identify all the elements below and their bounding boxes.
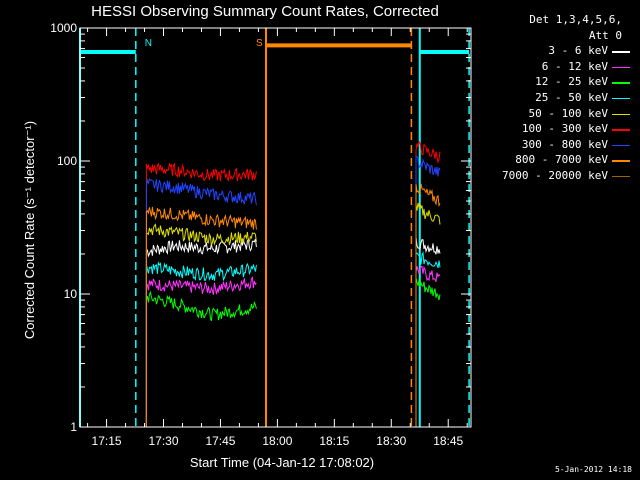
legend-swatch [612,51,630,53]
y-tick-label: 1000 [50,21,77,35]
y-tick-label: 10 [64,287,78,301]
series-trace [145,290,257,427]
series-trace [415,183,441,427]
x-tick-label: 17:45 [205,434,235,448]
series-trace [145,260,257,427]
legend-label: 25 - 50 keV [535,90,608,104]
series-trace [145,223,257,427]
chart-title: HESSI Observing Summary Count Rates, Cor… [91,3,439,20]
x-tick-label: 18:00 [262,434,292,448]
series-trace [415,140,441,427]
legend-swatch [612,129,630,131]
legend-swatch [612,175,630,178]
timestamp: 5-Jan-2012 14:18 [554,465,632,474]
legend-entry: 800 - 7000 keV [488,152,634,168]
x-tick-label: 18:15 [319,434,349,448]
x-tick-label: 18:45 [433,434,463,448]
series-trace [415,251,441,427]
series-trace [145,275,257,427]
legend-swatch [612,82,630,84]
series-trace [145,206,257,427]
legend-entry: 3 - 6 keV [488,43,634,59]
axes: 17:15 17:30 17:45 18:00 18:15 18:30 18:45 1 10 10… [50,21,471,448]
series-trace [415,236,441,427]
legend-entry: 12 - 25 keV [488,74,634,90]
x-tick-label: 17:30 [148,434,178,448]
series-trace [415,265,441,427]
legend-swatch [612,97,630,100]
legend-swatch [612,66,630,69]
y-tick-label: 1 [70,420,77,434]
legend: Det 1,3,4,5,6, Att 0 3 - 6 keV 6 - 12 keV… [488,12,634,184]
legend-label: 800 - 7000 keV [515,153,608,167]
legend-label: 300 - 800 keV [521,137,608,151]
plot-frame [79,27,472,428]
legend-label: 7000 - 20000 keV [502,168,608,182]
legend-label: 100 - 300 keV [521,122,608,136]
y-axis-label: Corrected Count Rate (s⁻¹ detector⁻¹) [22,121,37,339]
x-axis-label: Start Time (04-Jan-12 17:08:02) [190,455,374,470]
series-trace [415,277,441,427]
legend-label: 12 - 25 keV [535,75,608,89]
flag-label: N [145,38,152,49]
legend-entry: 50 - 100 keV [488,106,634,122]
legend-entry: 7000 - 20000 keV [488,168,634,184]
legend-header-2: Att 0 [588,28,622,42]
series-trace [145,162,257,427]
legend-label: 3 - 6 keV [548,44,608,58]
series-trace [415,202,441,427]
series-trace [145,178,257,427]
legend-entry: 300 - 800 keV [488,137,634,153]
legend-entry: 6 - 12 keV [488,59,634,75]
legend-entry: 100 - 300 keV [488,121,634,137]
x-tick-label: 18:30 [376,434,406,448]
series-trace [415,156,441,427]
legend-label: 50 - 100 keV [528,106,608,120]
series-trace [145,238,257,427]
legend-entry: 25 - 50 keV [488,90,634,106]
y-tick-label: 100 [57,154,77,168]
flag-label: S [256,38,263,49]
x-tick-label: 17:15 [92,434,122,448]
legend-swatch [612,160,630,162]
legend-header-1: Det 1,3,4,5,6, [529,13,622,26]
legend-swatch [612,113,630,116]
legend-swatch [612,144,630,147]
legend-label: 6 - 12 keV [541,59,608,73]
series-group [145,140,441,427]
